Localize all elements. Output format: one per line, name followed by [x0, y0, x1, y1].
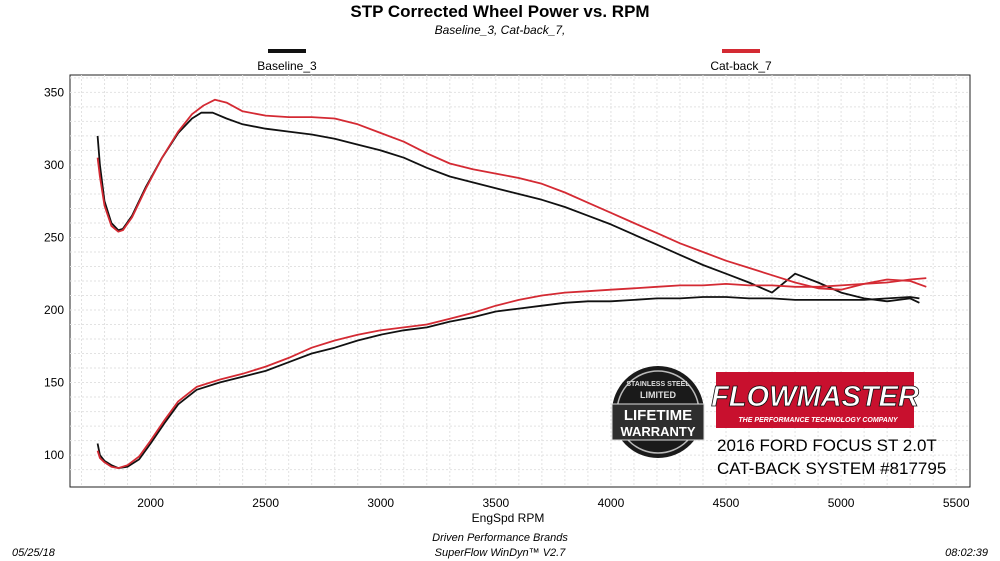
- badge-line1: STAINLESS STEEL: [626, 381, 690, 388]
- logo-background: [716, 372, 914, 428]
- warranty-badge: STAINLESS STEEL LIMITED LIFETIME WARRANT…: [611, 366, 705, 458]
- footer-time: 08:02:39: [945, 547, 988, 559]
- x-tick-label: 3500: [482, 496, 509, 510]
- vehicle-model: 2016 FORD FOCUS ST 2.0T: [717, 436, 937, 455]
- legend-label-baseline: Baseline_3: [257, 59, 317, 73]
- series-lines: [96, 98, 927, 469]
- x-axis-ticks: 2000 2500 3000 3500 4000 4500 5000 5500: [137, 496, 970, 510]
- legend-label-catback: Cat-back_7: [710, 59, 772, 73]
- plot-area: 100 150 200 250 300 350 2000 2500 3000 3500 4000 4…: [44, 74, 971, 510]
- x-tick-label: 5000: [828, 496, 855, 510]
- y-tick-label: 100: [44, 448, 64, 462]
- x-tick-label: 4000: [598, 496, 625, 510]
- footer-company: Driven Performance Brands: [432, 532, 568, 544]
- grid-lines: [70, 75, 970, 487]
- flowmaster-logo: FLOWMASTER THE PERFORMANCE TECHNOLOGY CO…: [711, 372, 919, 428]
- badge-line2: LIMITED: [640, 390, 676, 400]
- y-axis-ticks: 100 150 200 250 300 350: [44, 85, 64, 462]
- badge-line3: LIFETIME: [624, 407, 692, 424]
- y-tick-label: 250: [44, 230, 64, 244]
- series-line-catback-power: [96, 98, 927, 291]
- footer-date: 05/25/18: [12, 547, 56, 559]
- x-tick-label: 2500: [252, 496, 279, 510]
- system-part-number: CAT-BACK SYSTEM #817795: [717, 459, 946, 478]
- legend: Baseline_3 Cat-back_7: [257, 49, 772, 73]
- chart-subtitle: Baseline_3, Cat-back_7,: [435, 23, 566, 37]
- x-tick-label: 5500: [943, 496, 970, 510]
- footer-software: SuperFlow WinDyn™ V2.7: [435, 547, 567, 559]
- y-tick-label: 200: [44, 303, 64, 317]
- x-tick-label: 4500: [713, 496, 740, 510]
- logo-tagline: THE PERFORMANCE TECHNOLOGY COMPANY: [738, 417, 899, 424]
- x-axis-label: EngSpd RPM: [472, 511, 545, 525]
- x-tick-label: 2000: [137, 496, 164, 510]
- series-line-baseline-torque: [96, 296, 920, 469]
- series-line-catback-torque: [96, 277, 927, 469]
- x-tick-label: 3000: [367, 496, 394, 510]
- y-tick-label: 150: [44, 376, 64, 390]
- logo-wordmark: FLOWMASTER: [711, 381, 919, 413]
- badge-banner: [611, 403, 705, 441]
- y-tick-label: 350: [44, 85, 64, 99]
- chart-title: STP Corrected Wheel Power vs. RPM: [350, 2, 649, 21]
- y-tick-label: 300: [44, 158, 64, 172]
- badge-line4: WARRANTY: [620, 424, 695, 439]
